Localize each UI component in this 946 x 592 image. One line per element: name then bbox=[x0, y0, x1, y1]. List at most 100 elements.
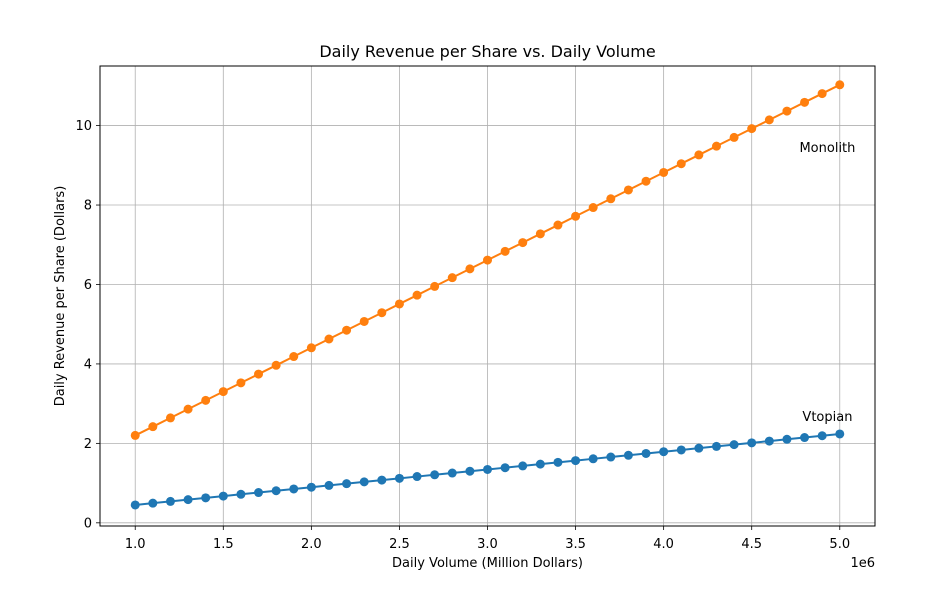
data-point bbox=[236, 378, 246, 388]
data-point bbox=[483, 464, 492, 474]
data-point bbox=[835, 80, 845, 90]
data-point bbox=[659, 167, 669, 177]
data-point bbox=[782, 106, 792, 116]
data-point bbox=[553, 457, 563, 467]
data-point bbox=[201, 395, 211, 405]
data-point bbox=[641, 176, 651, 186]
data-point bbox=[623, 185, 633, 195]
x-tick-label: 1.0 bbox=[125, 537, 146, 552]
y-tick-label: 4 bbox=[84, 357, 92, 372]
data-point bbox=[588, 203, 598, 213]
data-point bbox=[271, 486, 281, 496]
series-annotation: Vtopian bbox=[802, 410, 852, 425]
data-point bbox=[394, 299, 404, 309]
grid-lines bbox=[100, 66, 875, 526]
data-point bbox=[694, 150, 704, 160]
data-point bbox=[447, 468, 457, 478]
axis-ticks: 1.0 1.5 2.0 2.5 3.0 3.5 4.0 4.5 5.0 0 2 4 6 8 10 bbox=[75, 119, 850, 552]
data-point bbox=[342, 479, 352, 489]
data-point bbox=[183, 404, 193, 414]
data-point bbox=[500, 246, 510, 256]
data-point bbox=[165, 413, 175, 423]
data-point bbox=[148, 498, 158, 508]
data-point bbox=[835, 429, 845, 439]
data-point bbox=[535, 229, 545, 239]
data-point bbox=[412, 290, 422, 300]
data-point bbox=[817, 89, 827, 99]
data-point bbox=[218, 491, 228, 501]
data-point bbox=[183, 495, 193, 505]
data-point bbox=[342, 325, 352, 335]
data-point bbox=[729, 132, 739, 142]
data-point bbox=[430, 281, 440, 291]
data-point bbox=[359, 316, 369, 326]
y-tick-label: 6 bbox=[84, 278, 92, 293]
x-tick-label: 3.0 bbox=[477, 537, 498, 552]
data-point bbox=[483, 255, 492, 265]
x-tick-label: 4.0 bbox=[653, 537, 674, 552]
series-1 bbox=[130, 80, 845, 440]
data-point bbox=[764, 115, 774, 125]
data-point bbox=[571, 456, 581, 466]
data-point bbox=[535, 459, 545, 469]
data-point bbox=[782, 434, 792, 444]
data-point bbox=[606, 452, 616, 462]
x-tick-label: 4.5 bbox=[741, 537, 762, 552]
data-point bbox=[659, 447, 669, 457]
series-0 bbox=[130, 429, 845, 510]
series-lines bbox=[130, 80, 845, 510]
x-tick-label: 2.0 bbox=[301, 537, 322, 552]
data-point bbox=[254, 369, 264, 379]
data-point bbox=[271, 360, 281, 370]
y-tick-label: 10 bbox=[75, 119, 92, 134]
data-point bbox=[518, 461, 528, 471]
y-tick-label: 0 bbox=[84, 516, 92, 531]
data-point bbox=[465, 264, 475, 274]
data-point bbox=[641, 448, 651, 458]
data-point bbox=[377, 475, 387, 485]
data-point bbox=[817, 431, 827, 441]
data-point bbox=[747, 124, 757, 134]
series-annotation: Monolith bbox=[799, 141, 855, 156]
data-point bbox=[359, 477, 369, 487]
data-point bbox=[729, 440, 739, 450]
chart-title: Daily Revenue per Share vs. Daily Volume bbox=[319, 42, 655, 61]
data-point bbox=[218, 387, 228, 397]
data-point bbox=[623, 450, 633, 460]
y-tick-label: 2 bbox=[84, 437, 92, 452]
data-point bbox=[694, 443, 704, 453]
data-point bbox=[377, 308, 387, 318]
data-point bbox=[430, 470, 440, 480]
data-point bbox=[500, 463, 510, 473]
data-point bbox=[394, 473, 404, 483]
data-point bbox=[518, 238, 528, 248]
data-point bbox=[306, 482, 316, 492]
x-axis-label: Daily Volume (Million Dollars) bbox=[392, 556, 583, 571]
x-tick-label: 3.5 bbox=[565, 537, 586, 552]
data-point bbox=[606, 194, 616, 204]
data-point bbox=[800, 433, 810, 443]
data-point bbox=[236, 489, 246, 499]
y-tick-label: 8 bbox=[84, 199, 92, 214]
data-point bbox=[412, 472, 422, 482]
data-point bbox=[324, 480, 334, 490]
x-tick-label: 5.0 bbox=[829, 537, 850, 552]
data-point bbox=[465, 466, 475, 476]
data-point bbox=[764, 436, 774, 446]
data-point bbox=[711, 441, 721, 451]
y-axis-label: Daily Revenue per Share (Dollars) bbox=[53, 186, 68, 407]
data-point bbox=[148, 422, 158, 432]
x-tick-label: 1.5 bbox=[213, 537, 234, 552]
data-point bbox=[676, 445, 686, 455]
data-point bbox=[571, 211, 581, 221]
data-point bbox=[553, 220, 563, 230]
data-point bbox=[130, 500, 140, 510]
data-point bbox=[306, 343, 316, 353]
data-point bbox=[711, 141, 721, 151]
data-point bbox=[130, 430, 140, 440]
data-point bbox=[447, 273, 457, 283]
data-point bbox=[324, 334, 334, 344]
data-point bbox=[165, 496, 175, 506]
x-tick-label: 2.5 bbox=[389, 537, 410, 552]
